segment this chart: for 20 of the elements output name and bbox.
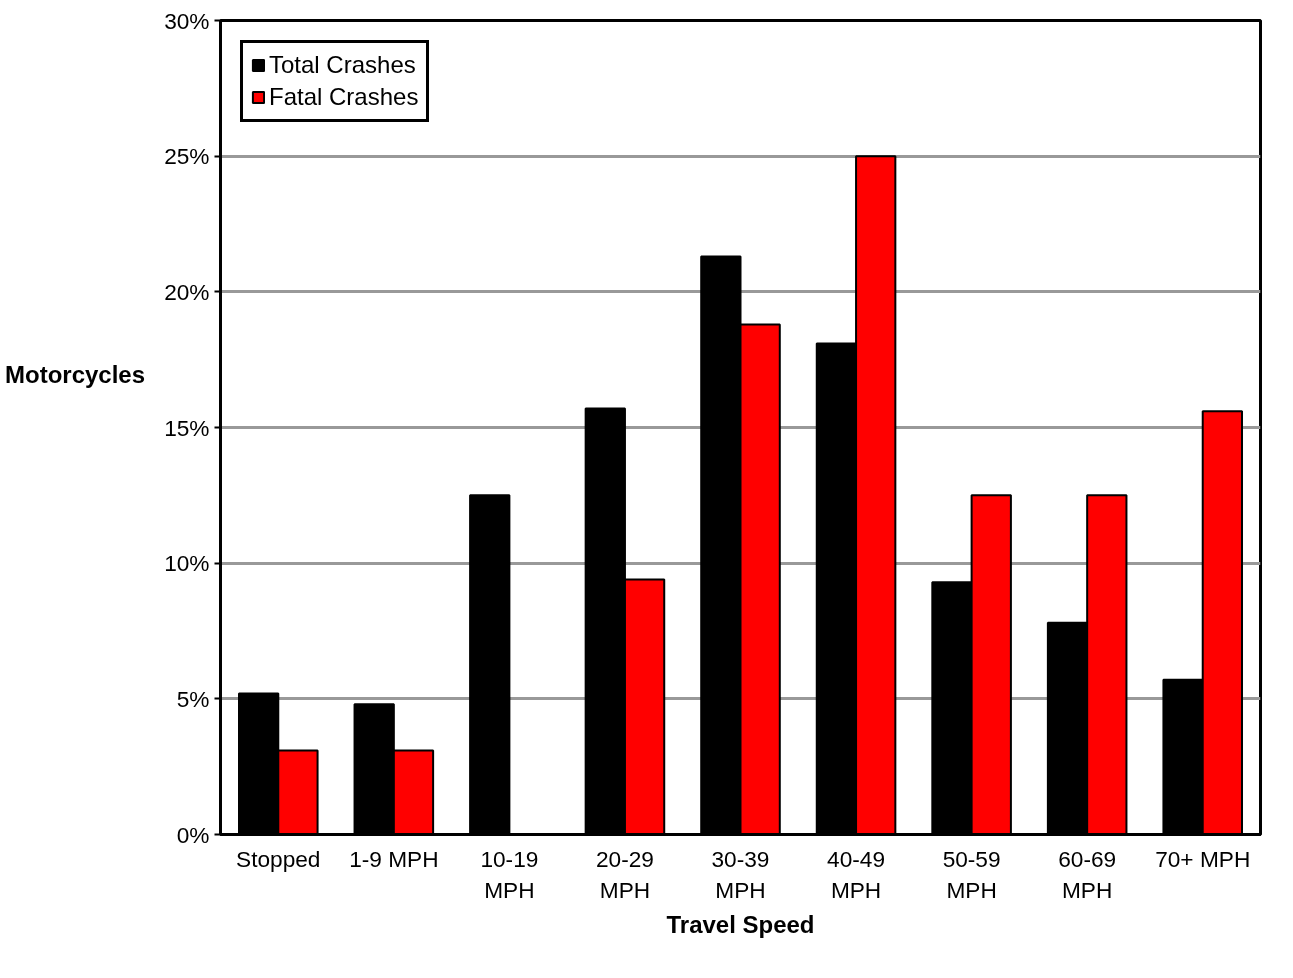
x-tick-label: 50-59 MPH xyxy=(942,845,1001,903)
y-tick-label: 10% xyxy=(164,550,210,577)
legend-label: Total Crashes xyxy=(269,51,416,79)
y-tick-label: 15% xyxy=(164,414,210,441)
x-tick-label: Stopped xyxy=(236,845,321,872)
x-tick-label: 60-69 MPH xyxy=(1058,845,1117,903)
x-axis-title: Travel Speed xyxy=(666,910,815,938)
x-tick-label: 30-39 MPH xyxy=(711,845,770,903)
y-tick-label: 20% xyxy=(164,278,210,305)
x-tick-label: 70+ MPH xyxy=(1155,845,1251,872)
y-tick-label: 0% xyxy=(176,821,210,848)
y-tick-label: 25% xyxy=(164,143,210,170)
x-tick-label: 1-9 MPH xyxy=(349,845,439,872)
legend-label: Fatal Crashes xyxy=(269,83,419,111)
x-tick-label: 10-19 MPH xyxy=(480,845,539,903)
y-tick-label: 30% xyxy=(164,7,210,34)
x-tick-label: 40-49 MPH xyxy=(827,845,886,903)
x-tick-label: 20-29 MPH xyxy=(595,845,654,903)
y-tick-label: 5% xyxy=(176,685,210,712)
y-axis-title: Motorcycles xyxy=(5,360,146,390)
